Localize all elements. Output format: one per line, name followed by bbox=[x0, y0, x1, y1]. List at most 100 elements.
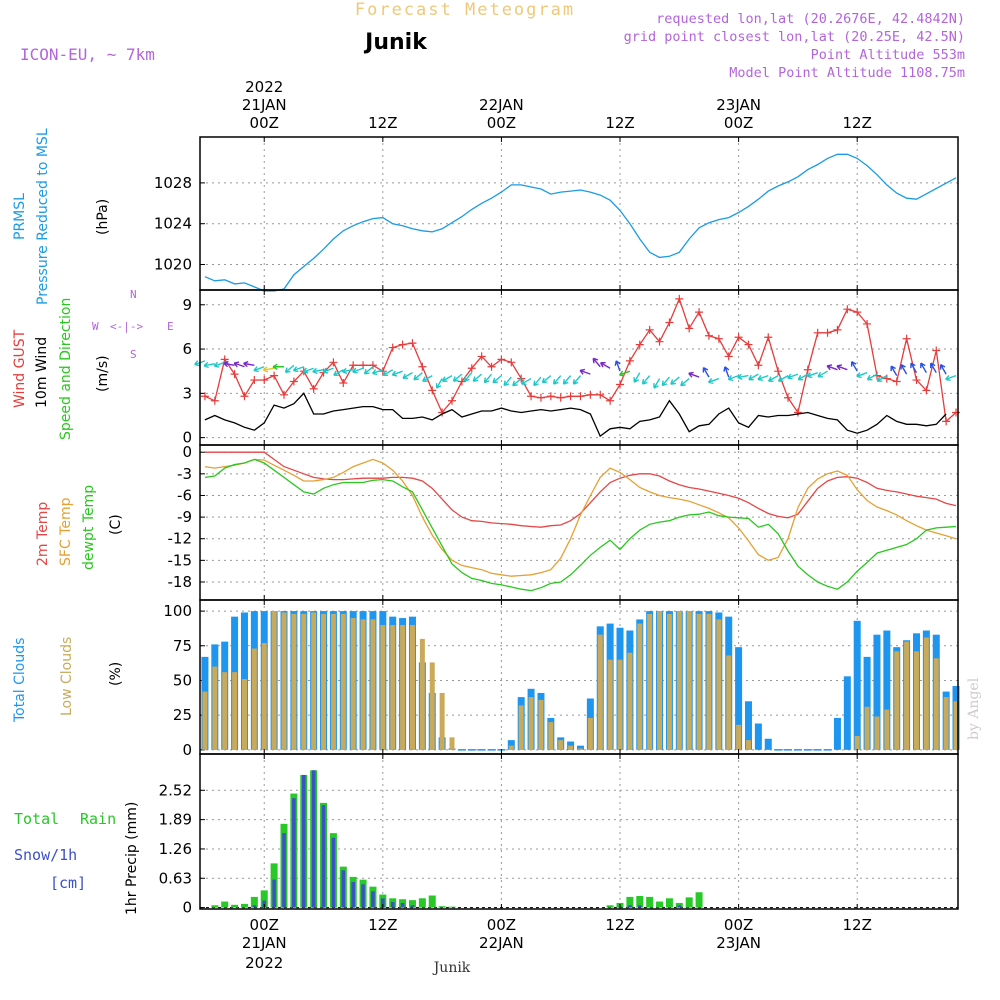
wind-line bbox=[204, 392, 947, 438]
rain-bar bbox=[636, 895, 644, 908]
gust-marker bbox=[388, 343, 397, 352]
y-tick-label: 0 bbox=[182, 443, 192, 461]
snow-bar bbox=[361, 884, 365, 908]
wind-arrow bbox=[929, 362, 937, 374]
y-tick-label: -9 bbox=[177, 508, 192, 526]
snow-bar bbox=[252, 905, 257, 908]
wind-arrow bbox=[806, 372, 818, 379]
wind-arrow bbox=[910, 362, 918, 374]
rain-bar bbox=[656, 901, 664, 908]
temp-sfc-line bbox=[204, 458, 957, 577]
low-cloud-bar bbox=[261, 643, 267, 750]
low-cloud-bar bbox=[350, 618, 356, 750]
wind-arrow bbox=[579, 368, 591, 375]
bottom-date-label: 22JAN bbox=[479, 934, 524, 952]
low-cloud-bar bbox=[736, 724, 742, 750]
rain-bar bbox=[231, 904, 239, 908]
gust-marker bbox=[724, 352, 733, 361]
low-cloud-bar bbox=[607, 659, 613, 750]
snow-bar bbox=[410, 905, 415, 908]
wind-arrow bbox=[402, 372, 413, 379]
low-cloud-bar bbox=[449, 737, 455, 750]
gust-marker bbox=[823, 328, 832, 337]
gust-marker bbox=[280, 390, 289, 399]
rain-bar bbox=[646, 896, 654, 908]
gust-marker bbox=[210, 396, 219, 405]
wind-arrow bbox=[850, 361, 858, 372]
gust-marker bbox=[477, 352, 486, 361]
wind-arrow bbox=[797, 373, 809, 381]
gust-marker bbox=[596, 390, 605, 399]
gust-marker bbox=[240, 392, 249, 401]
gust-marker bbox=[566, 392, 575, 401]
total-cloud-bar bbox=[576, 745, 584, 750]
snow-bar bbox=[292, 798, 296, 908]
panels: 1020 1024 1028 0 3 6 9 0 -3 -6 -9 -12 -15 -18 0 25 50 75 1… bbox=[154, 137, 961, 917]
panel-frame bbox=[199, 753, 959, 910]
low-cloud-bar bbox=[894, 651, 900, 750]
wind-arrow bbox=[203, 361, 215, 369]
wind-arrow bbox=[233, 361, 245, 368]
gust-marker bbox=[784, 393, 793, 402]
gust-marker bbox=[912, 376, 921, 385]
top-date-label: 23JAN bbox=[716, 96, 761, 114]
gust-marker bbox=[635, 340, 644, 349]
panel-1: 0 3 6 9 bbox=[182, 290, 961, 447]
total-cloud-bar bbox=[735, 647, 743, 750]
snow-bar bbox=[301, 774, 306, 908]
gust-marker bbox=[448, 396, 457, 405]
wind-arrow bbox=[619, 370, 631, 377]
gust-marker bbox=[309, 384, 318, 393]
precip-label-total: Total bbox=[14, 810, 59, 828]
low-cloud-bar bbox=[311, 612, 317, 750]
low-cloud-bar bbox=[587, 717, 593, 750]
location-title: Junik bbox=[363, 30, 428, 55]
gust-marker bbox=[349, 361, 358, 370]
low-cloud-bar bbox=[647, 613, 653, 750]
gust-marker bbox=[200, 392, 209, 401]
cloud-label-low: Low Clouds bbox=[59, 637, 75, 716]
low-cloud-bar bbox=[330, 613, 336, 750]
low-cloud-bar bbox=[518, 705, 524, 750]
low-cloud-bar bbox=[913, 651, 919, 750]
y-tick-label: 0 bbox=[182, 741, 192, 759]
wind-arrow bbox=[688, 371, 700, 378]
y-tick-label: 75 bbox=[173, 637, 192, 655]
wind-arrow bbox=[702, 366, 710, 378]
wind-arrow bbox=[633, 372, 641, 383]
low-cloud-bar bbox=[212, 666, 218, 750]
gust-marker bbox=[853, 308, 862, 317]
cloud-labels: Total Clouds Low Clouds (%) bbox=[12, 637, 124, 723]
wind-arrow bbox=[541, 375, 552, 384]
y-tick-label: 0 bbox=[182, 429, 192, 447]
wind-arrow bbox=[452, 373, 463, 382]
total-cloud-bar bbox=[873, 634, 881, 750]
low-cloud-bar bbox=[419, 638, 425, 750]
precip-label-cm: [cm] bbox=[50, 874, 86, 892]
snow-bar bbox=[331, 837, 336, 908]
gust-marker bbox=[774, 367, 783, 376]
model-label: ICON-EU, ~ 7km bbox=[20, 45, 155, 64]
gust-marker bbox=[546, 392, 555, 401]
gust-marker bbox=[734, 333, 743, 342]
low-cloud-bar bbox=[577, 748, 583, 750]
wind-arrow bbox=[363, 366, 374, 375]
wind-arrow bbox=[767, 375, 779, 382]
gust-marker bbox=[685, 324, 694, 333]
gust-marker bbox=[922, 386, 931, 395]
precip-label-snow: Snow/1h bbox=[14, 846, 77, 864]
total-cloud-bar bbox=[833, 717, 841, 750]
gust-marker bbox=[289, 377, 298, 386]
wind-arrow bbox=[391, 370, 403, 377]
total-cloud-bar bbox=[853, 620, 861, 750]
wind-arrow bbox=[472, 373, 483, 382]
gust-marker bbox=[813, 328, 822, 337]
wind-arrow bbox=[213, 361, 225, 368]
y-tick-label: 0 bbox=[182, 899, 192, 917]
panel-frame bbox=[199, 444, 959, 601]
y-tick-label: 100 bbox=[163, 602, 192, 620]
wind-arrow bbox=[552, 375, 562, 385]
wind-arrow bbox=[422, 375, 433, 382]
